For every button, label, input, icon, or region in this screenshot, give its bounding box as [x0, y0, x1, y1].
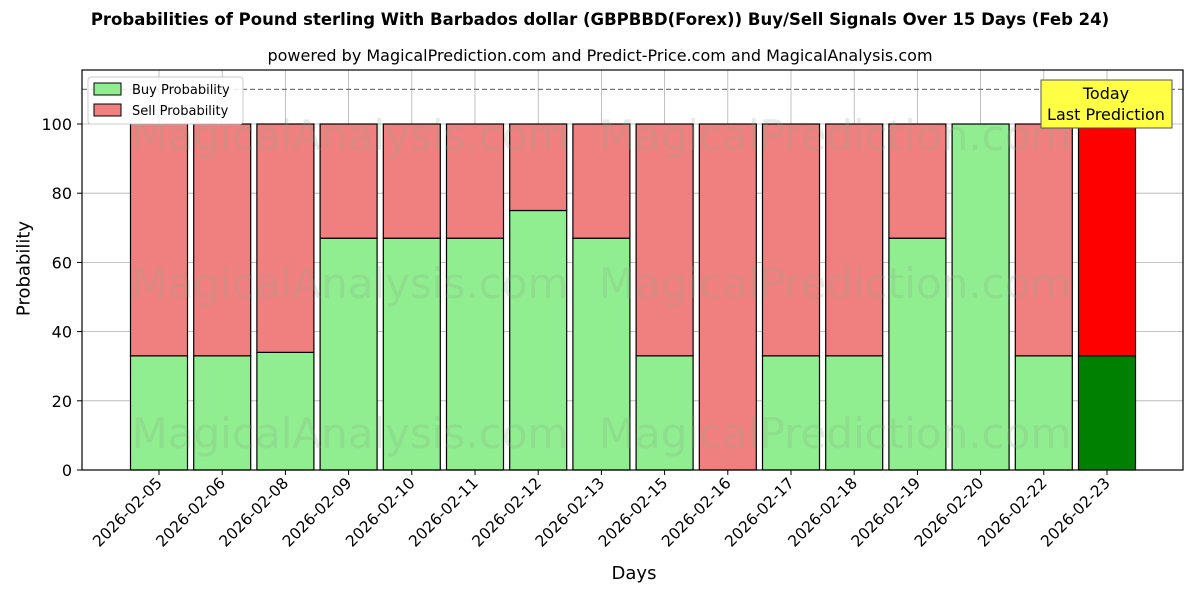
- y-axis-label: Probability: [13, 220, 35, 317]
- bar-buy: [129, 355, 189, 471]
- legend-buy-label: Buy Probability: [132, 83, 230, 98]
- chart-subtitle: powered by MagicalPrediction.com and Pre…: [267, 46, 933, 65]
- plot-frame: [81, 69, 1184, 471]
- legend-buy-swatch: [93, 82, 122, 96]
- bar-sell: [761, 123, 821, 357]
- bar-sell: [509, 123, 568, 212]
- bar-sell: [572, 123, 631, 239]
- bar-sell: [256, 123, 315, 353]
- legend-sell-label: Sell Probability: [132, 104, 229, 119]
- y-tick-label: 60: [52, 253, 72, 272]
- bar-sell: [825, 123, 884, 357]
- y-tick-label: 20: [52, 392, 72, 411]
- svg-text:MagicalAnalysis.com: MagicalAnalysis.com: [132, 259, 569, 308]
- y-tick-label: 0: [62, 461, 72, 480]
- bar-buy: [825, 355, 884, 471]
- x-axis: 2026-02-052026-02-062026-02-082026-02-09…: [89, 470, 1114, 551]
- bar-buy: [319, 237, 378, 471]
- bar-sell: [319, 123, 378, 239]
- bar-buy: [509, 209, 568, 471]
- bar-buy: [572, 237, 631, 471]
- y-axis: 0 20 40 60 80 100: [41, 115, 82, 480]
- y-tick-label: 40: [52, 323, 72, 342]
- bar-buy: [1077, 355, 1137, 471]
- y-tick-label: 100: [41, 115, 72, 134]
- y-tick-label: 80: [52, 184, 72, 203]
- bar-sell: [698, 123, 757, 471]
- svg-text:MagicalPrediction.com: MagicalPrediction.com: [599, 259, 1072, 308]
- bar-sell: [635, 123, 694, 357]
- legend-sell-swatch: [93, 103, 122, 117]
- chart-title: Probabilities of Pound sterling With Bar…: [90, 10, 1110, 29]
- bar-buy: [635, 355, 694, 471]
- annotation-last-prediction: Last Prediction: [1047, 105, 1165, 124]
- legend: Buy Probability Sell Probability: [87, 76, 244, 125]
- bar-sell: [888, 123, 947, 239]
- bar-sell: [1077, 123, 1137, 357]
- svg-text:MagicalPrediction.com: MagicalPrediction.com: [599, 409, 1072, 458]
- svg-text:MagicalPrediction.com: MagicalPrediction.com: [599, 111, 1072, 160]
- bar-sell: [445, 123, 505, 239]
- watermark: MagicalAnalysis.com MagicalPrediction.com…: [132, 111, 1072, 458]
- x-axis-label: Days: [611, 563, 657, 584]
- today-annotation: Today Last Prediction: [1040, 79, 1173, 129]
- svg-text:MagicalAnalysis.com: MagicalAnalysis.com: [132, 409, 569, 458]
- bar-sell: [382, 123, 441, 239]
- annotation-today: Today: [1082, 84, 1129, 103]
- bar-sell: [193, 123, 252, 357]
